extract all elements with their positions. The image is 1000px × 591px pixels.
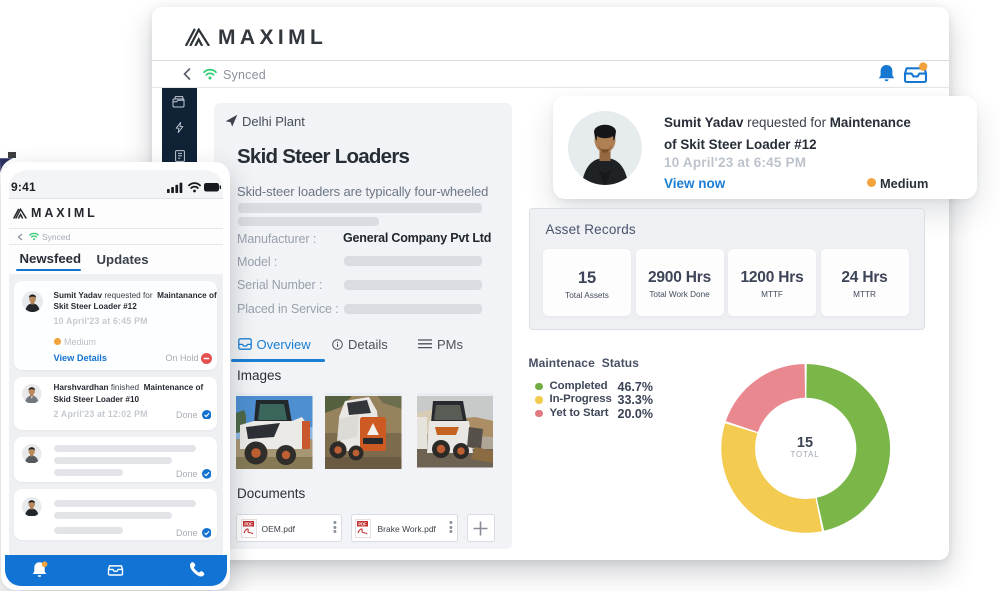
svg-text:PDF: PDF — [358, 521, 367, 526]
svg-text:PDF: PDF — [244, 521, 253, 526]
